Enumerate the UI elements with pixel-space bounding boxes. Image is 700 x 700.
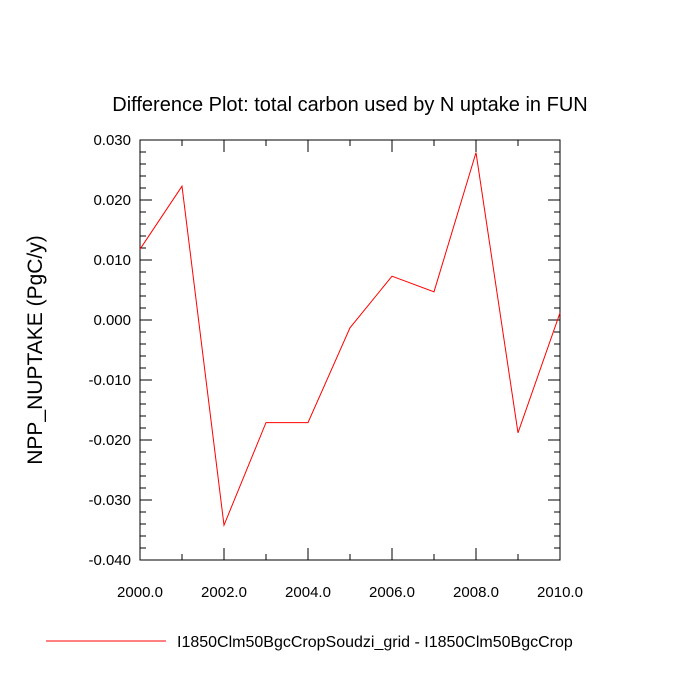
x-tick-label: 2000.0	[117, 584, 163, 601]
legend: I1850Clm50BgcCropSoudzi_grid - I1850Clm5…	[46, 634, 573, 651]
x-tick-label: 2010.0	[537, 584, 583, 601]
x-tick-label: 2004.0	[285, 584, 331, 601]
y-tick-label: -0.040	[88, 552, 131, 569]
legend-label: I1850Clm50BgcCropSoudzi_grid - I1850Clm5…	[177, 634, 573, 651]
x-tick-label: 2006.0	[369, 584, 415, 601]
y-tick-label: -0.020	[88, 432, 131, 449]
y-tick-label: 0.030	[93, 132, 131, 149]
y-axis-label: NPP_NUPTAKE (PgC/y)	[24, 235, 47, 465]
plot-frame	[139, 139, 561, 561]
x-tick-label: 2002.0	[201, 584, 247, 601]
y-tick-label: 0.000	[93, 312, 131, 329]
y-tick-label: -0.010	[88, 372, 131, 389]
y-tick-label: -0.030	[88, 492, 131, 509]
chart-title: Difference Plot: total carbon used by N …	[112, 94, 587, 116]
plot-area: 2000.0 2002.0 2004.0 2006.0 2008.0 2010.0 -0.0…	[88, 132, 582, 601]
x-tick-label: 2008.0	[453, 584, 499, 601]
series-line	[139, 152, 561, 528]
y-tick-label: 0.020	[93, 192, 131, 209]
y-tick-label: 0.010	[93, 252, 131, 269]
